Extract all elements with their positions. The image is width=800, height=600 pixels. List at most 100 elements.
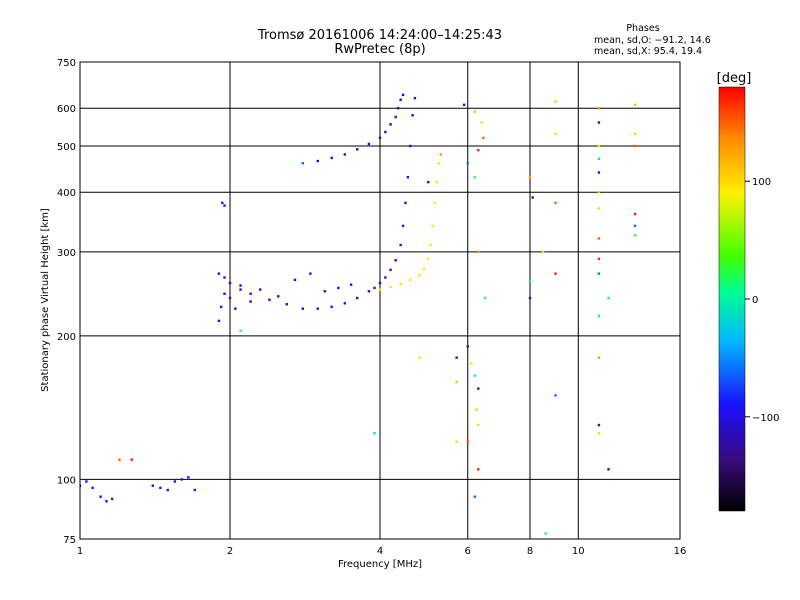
- data-point: [219, 305, 223, 309]
- data-point: [301, 162, 305, 165]
- data-point: [466, 345, 469, 348]
- data-point: [91, 486, 94, 490]
- data-point: [477, 468, 480, 471]
- data-point: [277, 295, 280, 298]
- data-point: [151, 484, 155, 487]
- x-tick-label: 2: [227, 546, 233, 557]
- data-point: [384, 276, 387, 279]
- y-tick-label: 600: [57, 104, 76, 115]
- data-point: [110, 497, 114, 501]
- data-point: [223, 204, 226, 207]
- y-tick-label: 500: [57, 142, 76, 153]
- x-tick-label: 10: [572, 546, 585, 557]
- data-point: [455, 380, 458, 384]
- data-point: [597, 144, 601, 148]
- data-point: [378, 281, 382, 285]
- data-point: [378, 136, 382, 140]
- data-point: [409, 144, 412, 148]
- data-point: [437, 162, 441, 165]
- data-point: [223, 276, 226, 279]
- data-point: [477, 148, 480, 152]
- data-point: [597, 107, 601, 110]
- data-point: [427, 257, 430, 261]
- data-point: [384, 130, 387, 134]
- data-point: [409, 278, 412, 282]
- data-point: [349, 283, 353, 286]
- data-point: [554, 201, 557, 205]
- data-point: [249, 292, 252, 295]
- data-point: [633, 144, 637, 148]
- data-point: [413, 96, 417, 100]
- data-point: [330, 156, 333, 160]
- data-point: [401, 93, 405, 97]
- data-point: [367, 290, 371, 293]
- data-point: [473, 110, 477, 113]
- data-point: [483, 296, 487, 300]
- data-point: [431, 224, 434, 228]
- y-tick-labels: 75 100 200 300 400 500 600 750: [57, 58, 76, 546]
- x-axis-label: Frequency [MHz]: [338, 559, 422, 570]
- colorbar-tick-label: 100: [752, 177, 771, 188]
- data-point: [228, 281, 232, 285]
- colorbar-ticks: 100 0 −100: [745, 177, 779, 424]
- data-point: [607, 296, 610, 300]
- data-point: [462, 103, 466, 107]
- data-point: [455, 440, 458, 443]
- data-point: [528, 280, 532, 283]
- data-point: [399, 282, 402, 286]
- data-point: [399, 243, 402, 247]
- chart-title: Tromsø 20161006 14:24:00–14:25:43: [257, 28, 502, 43]
- data-point: [473, 495, 477, 498]
- data-point: [166, 488, 169, 492]
- data-point: [633, 234, 637, 237]
- data-point: [249, 300, 252, 303]
- y-axis-label: Stationary phase Virtual Height [km]: [40, 208, 51, 392]
- data-point: [394, 115, 397, 119]
- data-point: [228, 296, 232, 300]
- data-point: [480, 121, 483, 124]
- data-point: [330, 305, 333, 309]
- data-point: [193, 488, 197, 492]
- data-point: [435, 180, 438, 184]
- data-point: [528, 296, 532, 300]
- data-point: [293, 278, 297, 282]
- data-point: [633, 212, 637, 216]
- data-point: [607, 468, 610, 471]
- data-point: [633, 103, 637, 107]
- data-point: [389, 285, 392, 289]
- data-point: [455, 356, 458, 359]
- data-point: [285, 302, 288, 306]
- data-point: [477, 423, 480, 427]
- data-point: [597, 257, 601, 261]
- data-point: [389, 268, 392, 272]
- data-point: [259, 288, 262, 291]
- data-point: [355, 296, 359, 300]
- data-point: [429, 243, 432, 247]
- data-point: [597, 157, 601, 161]
- data-point: [554, 394, 557, 397]
- data-point: [597, 207, 601, 210]
- data-point: [323, 290, 327, 293]
- data-point: [239, 329, 242, 332]
- data-point: [633, 224, 637, 228]
- x-tick-label: 8: [527, 546, 533, 557]
- data-point: [411, 114, 414, 117]
- colorbar-tick-label: −100: [752, 413, 779, 424]
- legend-line-o: mean, sd,O: −91.2, 14.6: [594, 35, 711, 46]
- data-point: [268, 298, 271, 301]
- x-tick-labels: 1 2 4 6 8 10 16: [77, 546, 687, 557]
- data-point: [80, 484, 82, 487]
- data-point: [418, 356, 421, 359]
- data-point: [597, 171, 601, 174]
- data-point: [466, 162, 469, 165]
- data-point: [337, 286, 340, 290]
- y-tick-label: 400: [57, 188, 76, 199]
- data-points: [80, 93, 637, 535]
- data-point: [418, 273, 421, 277]
- data-point: [234, 307, 237, 310]
- y-tick-label: 75: [63, 535, 76, 546]
- data-point: [597, 191, 601, 194]
- data-point: [633, 132, 637, 136]
- data-point: [239, 284, 242, 287]
- data-point: [118, 458, 121, 461]
